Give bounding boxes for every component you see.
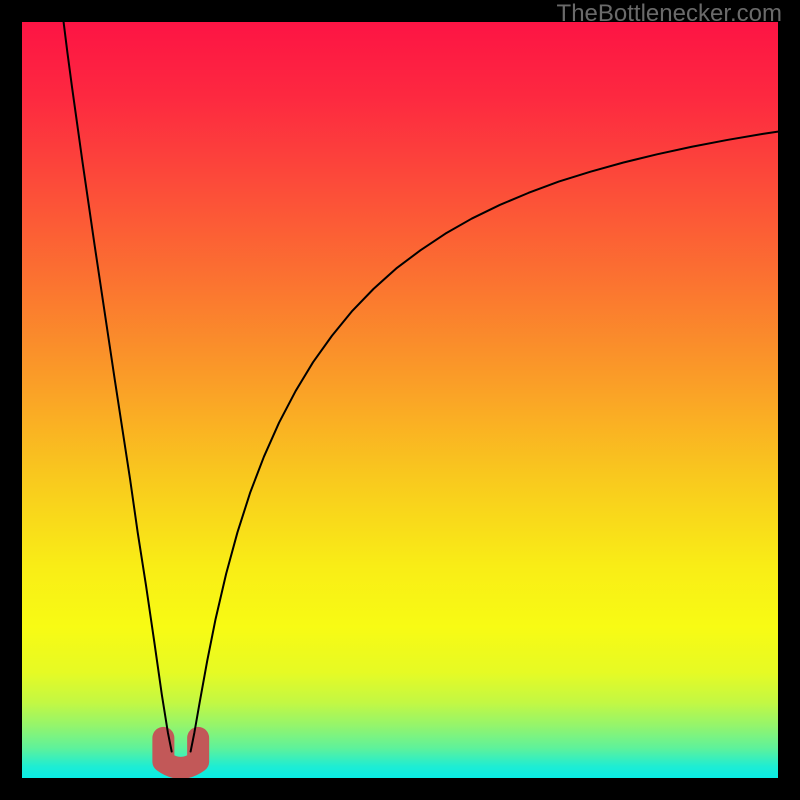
watermark-text: TheBottlenecker.com bbox=[557, 0, 782, 28]
plot-background bbox=[22, 22, 778, 778]
chart-container bbox=[22, 22, 778, 778]
chart-svg bbox=[22, 22, 778, 778]
